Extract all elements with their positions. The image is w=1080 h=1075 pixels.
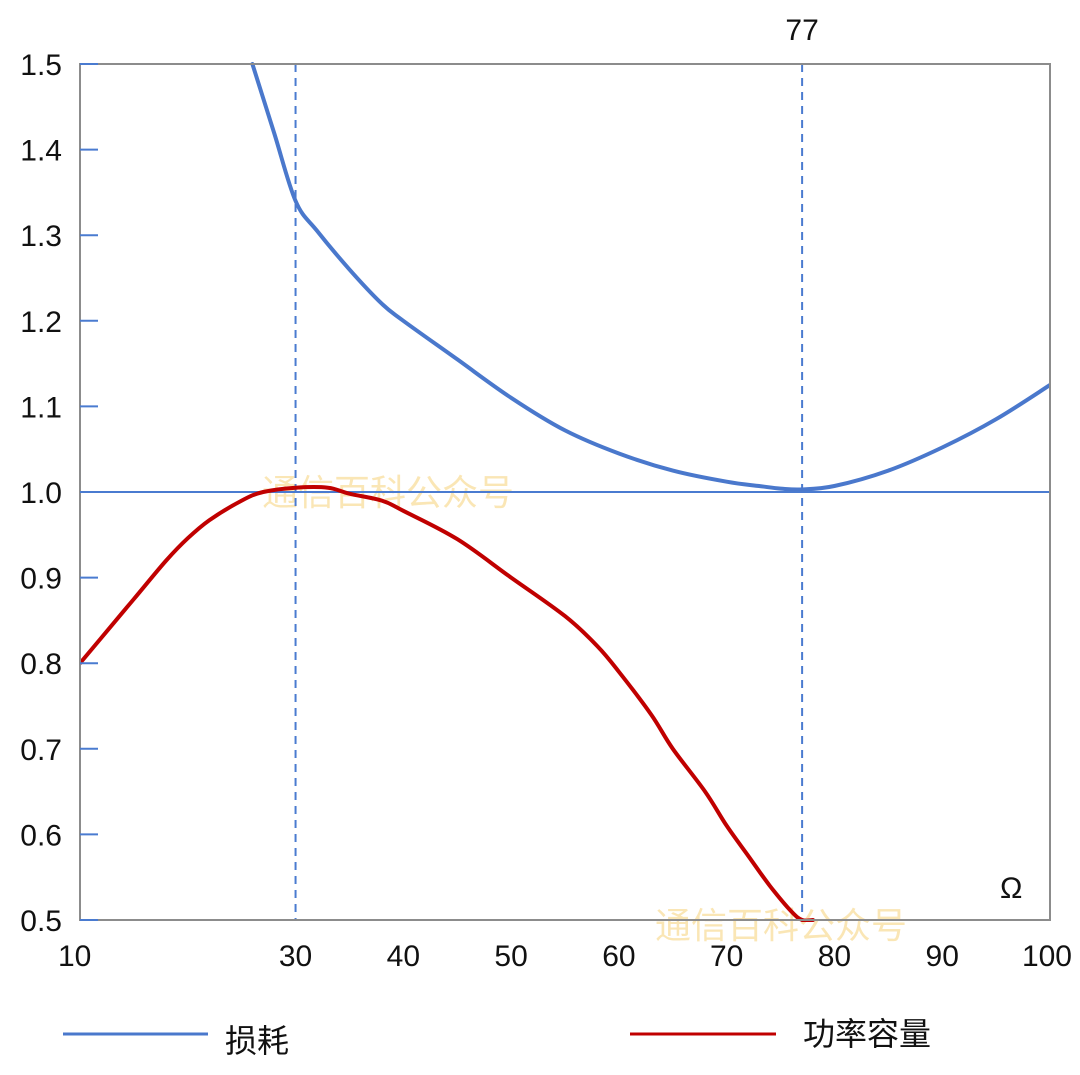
x-tick-label-3: 50: [494, 940, 527, 973]
y-tick-label-1: 0.6: [20, 819, 62, 852]
y-tick-label-0: 0.5: [20, 905, 62, 938]
watermark-top: 通信百科公众号: [262, 473, 514, 514]
series-line-0: [250, 62, 1050, 492]
series-line-1: [80, 485, 815, 922]
reference-lines: [80, 64, 1050, 920]
x-tick-label-4: 60: [602, 940, 635, 973]
legend-label-power: 功率容量: [803, 1015, 931, 1053]
y-tick-label-7: 1.2: [20, 306, 62, 339]
x-axis: 10 30 40 50 60 70 80 90 100: [58, 940, 1072, 973]
x-tick-label-8: 100: [1022, 940, 1072, 973]
x-tick-label-1: 30: [279, 940, 312, 973]
legend-label-loss: 损耗: [225, 1022, 289, 1060]
y-tick-label-10: 1.5: [20, 49, 62, 82]
y-tick-label-5: 1.0: [20, 477, 62, 510]
y-tick-label-3: 0.8: [20, 648, 62, 681]
y-tick-label-4: 0.9: [20, 563, 62, 596]
x-tick-label-7: 90: [926, 940, 959, 973]
unit-label: Ω: [1000, 872, 1022, 905]
x-tick-label-2: 40: [387, 940, 420, 973]
x-tick-label-5: 70: [710, 940, 743, 973]
series-layer: [80, 62, 1050, 922]
y-tick-label-8: 1.3: [20, 220, 62, 253]
x-tick-label-6: 80: [818, 940, 851, 973]
y-tick-label-2: 0.7: [20, 734, 62, 767]
legend: 损耗 功率容量: [63, 1015, 931, 1060]
watermark-bottom: 通信百科公众号: [655, 906, 907, 947]
vline-annotation: 77: [785, 14, 818, 47]
x-tick-label-0: 10: [58, 940, 91, 973]
y-axis: 0.5 0.6 0.7 0.8 0.9 1.0 1.1 1.2 1.3 1.4 1.5: [20, 49, 98, 938]
y-tick-label-9: 1.4: [20, 135, 62, 168]
y-tick-label-6: 1.1: [20, 391, 62, 424]
